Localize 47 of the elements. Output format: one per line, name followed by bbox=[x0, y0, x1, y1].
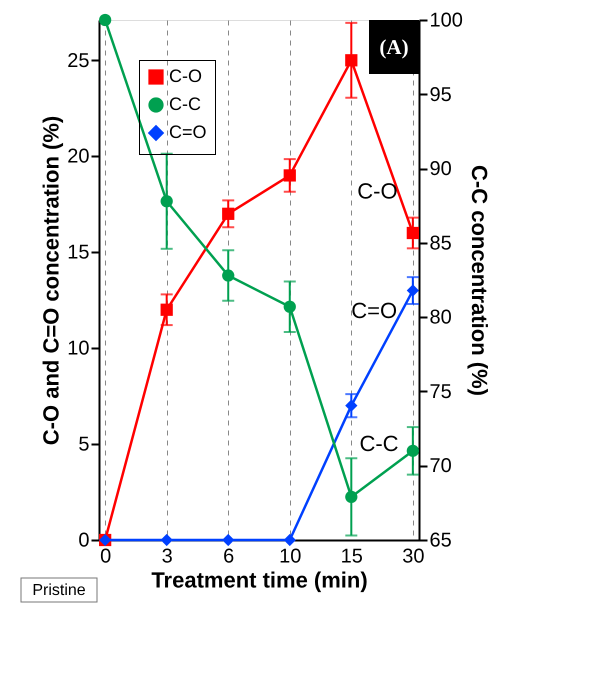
annotation: C=O bbox=[351, 298, 398, 324]
point bbox=[160, 534, 173, 546]
y-tick-label: 20 bbox=[67, 146, 90, 168]
legend-label: C-C bbox=[169, 94, 201, 114]
y2-tick-label: 70 bbox=[430, 455, 452, 478]
x-tick-label: 15 bbox=[340, 546, 363, 568]
point bbox=[406, 444, 419, 457]
point bbox=[284, 300, 296, 313]
point bbox=[222, 269, 234, 282]
x-tick-label: 3 bbox=[162, 546, 173, 568]
x-axis-title: Treatment time (min) bbox=[151, 568, 368, 592]
point bbox=[222, 534, 234, 546]
annotation: C-O bbox=[357, 178, 398, 204]
y-tick-label: 0 bbox=[78, 530, 90, 552]
x-tick-label: 30 bbox=[402, 546, 424, 568]
point bbox=[99, 14, 112, 26]
text: Pristine bbox=[32, 582, 86, 599]
y2-tick-label: 75 bbox=[430, 380, 452, 403]
annotation: C-C bbox=[359, 430, 399, 456]
x-tick-label: 10 bbox=[279, 546, 302, 568]
y-tick-label: 10 bbox=[67, 338, 90, 360]
y2-axis-title: C-C concentration (%) bbox=[466, 165, 492, 396]
y-tick-label: 5 bbox=[78, 434, 90, 456]
point bbox=[345, 400, 358, 412]
y2-tick-label: 80 bbox=[430, 306, 452, 329]
y-tick-label: 25 bbox=[67, 50, 90, 72]
legend-label: C-O bbox=[169, 66, 202, 86]
y2-tick-label: 65 bbox=[430, 530, 452, 552]
point bbox=[406, 226, 419, 240]
annotation: (A) bbox=[379, 35, 409, 59]
x-tick-label: 0 bbox=[100, 546, 112, 568]
y2-tick-label: 90 bbox=[430, 158, 452, 180]
point bbox=[160, 304, 173, 316]
x-tick-label: 6 bbox=[223, 546, 234, 568]
y-axis-title: C-O and C=O concentration (%) bbox=[38, 116, 64, 446]
point bbox=[406, 284, 419, 297]
point bbox=[284, 169, 296, 182]
point bbox=[222, 208, 234, 220]
y2-tick-label: 95 bbox=[430, 84, 452, 106]
point bbox=[284, 534, 296, 546]
point bbox=[345, 54, 358, 66]
y2-tick-label: 85 bbox=[430, 232, 452, 254]
y2-tick-label: 100 bbox=[430, 10, 463, 32]
point bbox=[160, 195, 173, 208]
point bbox=[345, 490, 358, 504]
y-tick-label: 15 bbox=[67, 242, 90, 264]
legend-label: C=O bbox=[169, 122, 207, 142]
